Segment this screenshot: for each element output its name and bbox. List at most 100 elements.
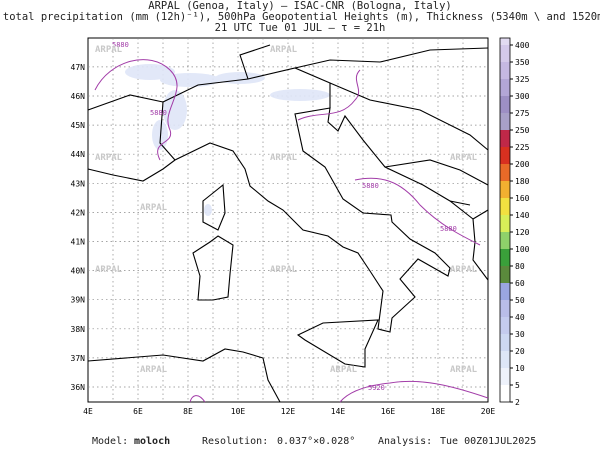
colorbar-segment [500, 368, 510, 385]
watermark: ARPAL [140, 203, 168, 213]
colorbar-segment [500, 96, 510, 113]
colorbar-segment [500, 164, 510, 181]
contour-label: 5880 [112, 41, 129, 49]
colorbar-segment [500, 198, 510, 215]
resolution: 0.037°×0.028° [277, 436, 355, 447]
colorbar-segment [500, 266, 510, 283]
analysis-time: Tue 00Z01JUL2025 [440, 436, 536, 447]
height-contour [339, 380, 489, 403]
model-name: moloch [134, 436, 170, 447]
colorbar-label: 120 [515, 228, 530, 237]
lat-label: 40N [71, 267, 86, 276]
lon-label: 12E [281, 407, 296, 416]
sardinia [192, 235, 234, 301]
colorbar-segment [500, 147, 510, 164]
lon-label: 20E [481, 407, 496, 416]
colorbar-label: 100 [515, 245, 530, 254]
border [87, 44, 489, 220]
colorbar-label: 200 [515, 160, 530, 169]
lat-label: 43N [71, 179, 86, 188]
colorbar-label: 160 [515, 194, 530, 203]
lat-label: 41N [71, 238, 86, 247]
lon-label: 4E [83, 407, 93, 416]
map: 5880 5880 5880 5880 5920 4E 6E 8E 10E 12E 14E… [71, 37, 496, 416]
lat-label: 37N [71, 354, 86, 363]
watermark: ARPAL [450, 153, 478, 163]
colorbar-segment [500, 113, 510, 130]
lat-label: 47N [71, 63, 86, 72]
colorbar-label: 180 [515, 177, 530, 186]
colorbar-label: 325 [515, 75, 530, 84]
colorbar-segment [500, 317, 510, 334]
coastlines [87, 44, 489, 403]
colorbar-label: 40 [515, 313, 525, 322]
contour-label: 5920 [368, 384, 385, 392]
title-line: 21 UTC Tue 01 JUL – τ = 21h [215, 22, 386, 34]
resolution-label: Resolution: [202, 436, 268, 447]
height-contour [297, 69, 361, 121]
colorbar-segment [500, 130, 510, 147]
colorbar-label: 60 [515, 279, 525, 288]
colorbar-segment [500, 181, 510, 198]
colorbar-label: 2 [515, 398, 520, 407]
coastline [87, 107, 489, 333]
lat-label: 36N [71, 383, 86, 392]
africa-coast [87, 348, 281, 403]
contour-label: 5880 [440, 225, 457, 233]
lat-label: 39N [71, 296, 86, 305]
lon-label: 18E [431, 407, 446, 416]
colorbar-label: 10 [515, 364, 525, 373]
colorbar-segment [500, 232, 510, 249]
colorbar-label: 250 [515, 126, 530, 135]
lon-label: 16E [381, 407, 396, 416]
colorbar-segment [500, 300, 510, 317]
colorbar-segment [500, 249, 510, 266]
analysis-label: Analysis: [378, 436, 432, 447]
colorbar-label: 20 [515, 347, 525, 356]
colorbar-label: 300 [515, 92, 530, 101]
height-contour [94, 59, 178, 161]
colorbar-frame [499, 37, 511, 403]
contour-label: 5880 [150, 109, 167, 117]
colorbar-segment [500, 283, 510, 300]
watermark: ARPAL [95, 265, 123, 275]
lat-label: 46N [71, 92, 86, 101]
contour-label: 5880 [362, 182, 379, 190]
colorbar-segment [500, 385, 510, 402]
graticule [88, 38, 488, 402]
colorbar: 2 5 10 20 30 40 50 60 80 100 120 140 160 180 200 225 250… [499, 37, 530, 407]
colorbar-label: 50 [515, 296, 525, 305]
watermark: ARPAL [270, 265, 298, 275]
colorbar-label: 275 [515, 109, 530, 118]
border [159, 67, 331, 161]
corsica [202, 183, 226, 231]
lat-label: 38N [71, 325, 86, 334]
lon-label: 6E [133, 407, 143, 416]
map-labels: 5880 5880 5880 5880 5920 4E 6E 8E 10E 12E 14E… [71, 41, 496, 416]
colorbar-label: 5 [515, 381, 520, 390]
colorbar-segment [500, 79, 510, 96]
contours [94, 59, 489, 403]
model-label: Model: [92, 436, 128, 447]
lat-label: 45N [71, 121, 86, 130]
watermark: ARPAL [95, 153, 123, 163]
height-contour [354, 177, 481, 246]
lat-label: 44N [71, 150, 86, 159]
colorbar-segment [500, 334, 510, 351]
sicily [296, 319, 379, 368]
height-contour [189, 395, 206, 403]
watermark: ARPAL [95, 45, 123, 55]
colorbar-label: 80 [515, 262, 525, 271]
colorbar-segment [500, 62, 510, 79]
title-line: 12h total precipitation (mm (12h)⁻¹), 50… [0, 11, 600, 23]
colorbar-label: 225 [515, 143, 530, 152]
colorbar-label: 30 [515, 330, 525, 339]
colorbar-label: 400 [515, 41, 530, 50]
colorbar-segment [500, 45, 510, 62]
lat-label: 42N [71, 208, 86, 217]
lon-label: 8E [183, 407, 193, 416]
watermark: ARPAL [450, 265, 478, 275]
watermark: ARPAL [330, 365, 358, 375]
